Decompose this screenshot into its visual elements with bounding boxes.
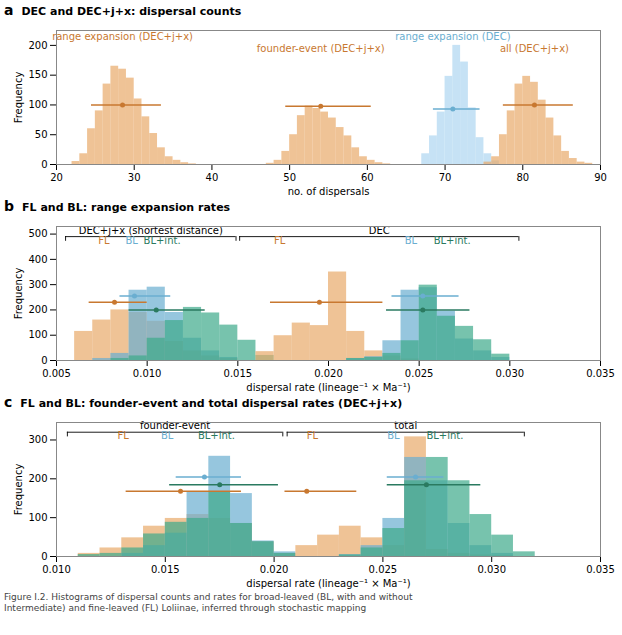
svg-text:50: 50	[35, 129, 48, 140]
svg-text:BL: BL	[125, 235, 138, 246]
svg-text:FL: FL	[117, 430, 129, 441]
svg-text:70: 70	[439, 172, 452, 183]
svg-text:no. of dispersals: no. of dispersals	[288, 186, 370, 197]
svg-text:200: 200	[28, 40, 47, 51]
svg-text:0.025: 0.025	[405, 368, 434, 379]
svg-text:200: 200	[28, 304, 47, 315]
svg-text:400: 400	[28, 254, 47, 265]
svg-text:0.035: 0.035	[586, 368, 615, 379]
html-text:FL and BL: founder-event and t: FL and BL: founder-event and total dispe…	[20, 397, 403, 410]
svg-text:total: total	[394, 420, 418, 432]
svg-text:0: 0	[41, 355, 47, 366]
svg-text:0.015: 0.015	[224, 368, 253, 379]
svg-text:range expansion (DEC): range expansion (DEC)	[395, 31, 510, 42]
svg-text:0.010: 0.010	[42, 564, 71, 575]
svg-text:BL: BL	[161, 430, 174, 441]
svg-text:0: 0	[41, 159, 47, 170]
svg-text:BL: BL	[405, 235, 418, 246]
svg-text:Frequency: Frequency	[13, 268, 24, 320]
svg-text:range expansion (DEC+j+x): range expansion (DEC+j+x)	[52, 31, 193, 42]
html-text:DEC and DEC+j+x: dispersal cou: DEC and DEC+j+x: dispersal counts	[21, 5, 242, 18]
svg-text:0.010: 0.010	[133, 368, 162, 379]
svg-text:0.030: 0.030	[496, 368, 525, 379]
svg-text:150: 150	[28, 69, 47, 80]
svg-text:0.030: 0.030	[477, 564, 506, 575]
svg-text:all (DEC+j+x): all (DEC+j+x)	[500, 43, 569, 54]
svg-text:300: 300	[28, 279, 47, 290]
svg-text:40: 40	[206, 172, 219, 183]
svg-text:0: 0	[41, 551, 47, 562]
svg-text:BL+int.: BL+int.	[426, 430, 463, 441]
svg-text:founder-event: founder-event	[139, 420, 211, 432]
svg-text:FL: FL	[274, 235, 286, 246]
svg-text:BL: BL	[387, 430, 400, 441]
svg-text:BL+int.: BL+int.	[434, 235, 471, 246]
svg-text:30: 30	[128, 172, 141, 183]
svg-text:300: 300	[28, 434, 47, 445]
svg-text:dispersal rate (lineage⁻¹ × Ma: dispersal rate (lineage⁻¹ × Ma⁻¹)	[246, 578, 410, 589]
svg-text:100: 100	[28, 512, 47, 523]
svg-text:60: 60	[361, 172, 374, 183]
svg-text:BL+int.: BL+int.	[198, 430, 235, 441]
svg-text:80: 80	[516, 172, 529, 183]
html-text:c: c	[4, 394, 13, 410]
svg-text:500: 500	[28, 228, 47, 239]
html-text:FL and BL: range expansion rat: FL and BL: range expansion rates	[22, 201, 231, 214]
svg-text:0.015: 0.015	[151, 564, 180, 575]
svg-text:0.020: 0.020	[314, 368, 343, 379]
svg-text:50: 50	[283, 172, 296, 183]
svg-text:founder-event (DEC+j+x): founder-event (DEC+j+x)	[257, 43, 385, 54]
svg-text:0.025: 0.025	[369, 564, 398, 575]
html-text:a: a	[4, 2, 14, 18]
svg-text:20: 20	[50, 172, 63, 183]
svg-text:Frequency: Frequency	[13, 72, 24, 124]
svg-text:FL: FL	[98, 235, 110, 246]
svg-text:100: 100	[28, 329, 47, 340]
svg-text:0.035: 0.035	[586, 564, 615, 575]
html-text:Figure I.2. Histograms of disp: Figure I.2. Histograms of dispersal coun…	[4, 592, 413, 613]
svg-text:DEC+j+x (shortest distance): DEC+j+x (shortest distance)	[78, 224, 223, 236]
svg-text:BL+int.: BL+int.	[144, 235, 181, 246]
html-text:b: b	[4, 198, 14, 214]
svg-text:200: 200	[28, 473, 47, 484]
svg-text:0.020: 0.020	[260, 564, 289, 575]
svg-text:90: 90	[594, 172, 607, 183]
svg-text:0.005: 0.005	[42, 368, 71, 379]
svg-text:dispersal rate (lineage⁻¹ × Ma: dispersal rate (lineage⁻¹ × Ma⁻¹)	[246, 382, 410, 393]
svg-text:FL: FL	[307, 430, 319, 441]
svg-text:DEC: DEC	[368, 224, 390, 236]
svg-text:100: 100	[28, 99, 47, 110]
svg-text:Frequency: Frequency	[13, 464, 24, 516]
